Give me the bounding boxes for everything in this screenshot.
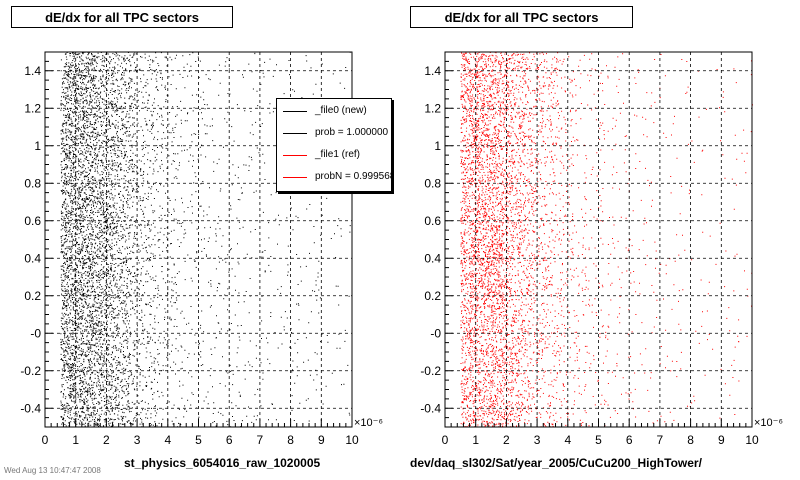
left-axes: 0 1 2 3 4 5 6 7 8 9 10 -0.4 -0.2 -0 0.2 0.4 0.6 0.8 1 1.2 1.…	[20, 51, 383, 447]
left-scatter-plot: 0 1 2 3 4 5 6 7 8 9 10 -0.4 -0.2 -0 0.2 0.4 0.6 0.8 1 1.2 1.…	[20, 51, 383, 447]
legend-entry: prob = 1.000000	[277, 125, 391, 141]
y-tick-label: 1	[434, 139, 441, 153]
y-tick-label: -0.4	[20, 401, 41, 415]
legend-label: prob = 1.000000	[315, 127, 389, 138]
y-tick-label: -0	[30, 326, 41, 340]
scatter-points	[60, 51, 353, 428]
y-tick-label: 0.8	[24, 176, 41, 190]
legend-line-2	[283, 155, 307, 156]
right-axes: 0 1 2 3 4 5 6 7 8 9 10 -0.4 -0.2 -0 0.2 0.4 0.6 0.8 1 1.2 1.…	[420, 51, 783, 447]
x-tick-label: 8	[687, 433, 694, 447]
y-tick-label: 0.8	[424, 176, 441, 190]
y-tick-label: 1.2	[424, 101, 441, 115]
x-tick-label: 3	[134, 433, 141, 447]
legend-line-3	[283, 177, 307, 178]
legend-line-1	[283, 133, 307, 134]
y-tick-label: 0.2	[424, 289, 441, 303]
right-panel-title: dE/dx for all TPC sectors	[410, 6, 633, 28]
y-tick-label: 0.4	[24, 251, 41, 265]
y-tick-label: 1.4	[24, 64, 41, 78]
y-tick-label: 0.4	[424, 251, 441, 265]
x-tick-label: 3	[534, 433, 541, 447]
legend-box: _file0 (new) prob = 1.000000 _file1 (ref…	[276, 98, 392, 192]
right-grid	[445, 52, 752, 427]
x-exponent-label: ×10⁻⁶	[754, 417, 783, 429]
y-tick-label: 1.2	[24, 101, 41, 115]
x-tick-label: 9	[718, 433, 725, 447]
legend-entry: probN = 0.999568	[277, 169, 392, 185]
x-tick-label: 2	[103, 433, 110, 447]
x-tick-label: 9	[318, 433, 325, 447]
legend-label: _file0 (new)	[315, 105, 367, 116]
x-tick-label: 0	[442, 433, 449, 447]
legend-label: _file1 (ref)	[315, 149, 361, 160]
legend-line-0	[283, 111, 307, 112]
right-x-file-label: dev/daq_sl302/Sat/year_2005/CuCu200_High…	[410, 456, 702, 470]
left-panel-title: dE/dx for all TPC sectors	[11, 6, 233, 28]
left-x-file-label: st_physics_6054016_raw_1020005	[124, 456, 321, 470]
legend-entry: _file1 (ref)	[277, 147, 391, 163]
y-tick-label: -0.2	[420, 364, 441, 378]
y-tick-label: 0.6	[24, 214, 41, 228]
x-tick-label: 2	[503, 433, 510, 447]
x-tick-label: 5	[195, 433, 202, 447]
x-tick-label: 8	[287, 433, 294, 447]
y-tick-label: -0.2	[20, 364, 41, 378]
x-exponent-label: ×10⁻⁶	[354, 417, 383, 429]
y-tick-label: 1.4	[424, 64, 441, 78]
y-tick-label: 1	[34, 139, 41, 153]
x-tick-label: 0	[42, 433, 49, 447]
x-tick-label: 7	[257, 433, 264, 447]
x-tick-label: 1	[72, 433, 79, 447]
x-tick-label: 6	[226, 433, 233, 447]
left-grid	[45, 52, 352, 427]
x-tick-label: 4	[564, 433, 571, 447]
y-tick-label: 0.2	[24, 289, 41, 303]
right-scatter-plot: 0 1 2 3 4 5 6 7 8 9 10 -0.4 -0.2 -0 0.2 0.4 0.6 0.8 1 1.2 1.…	[420, 51, 783, 447]
x-tick-label: 7	[657, 433, 664, 447]
x-tick-label: 10	[345, 433, 359, 447]
x-tick-label: 1	[472, 433, 479, 447]
y-tick-label: 0.6	[424, 214, 441, 228]
x-tick-label: 5	[595, 433, 602, 447]
legend-entry: _file0 (new)	[277, 103, 391, 119]
scatter-points	[460, 51, 753, 428]
right-points-layer	[445, 51, 753, 428]
x-tick-label: 4	[164, 433, 171, 447]
x-tick-label: 6	[626, 433, 633, 447]
y-tick-label: -0	[430, 326, 441, 340]
footer-timestamp: Wed Aug 13 10:47:47 2008	[4, 466, 101, 475]
x-tick-label: 10	[745, 433, 759, 447]
y-tick-label: -0.4	[420, 401, 441, 415]
legend-label: probN = 0.999568	[315, 171, 392, 182]
